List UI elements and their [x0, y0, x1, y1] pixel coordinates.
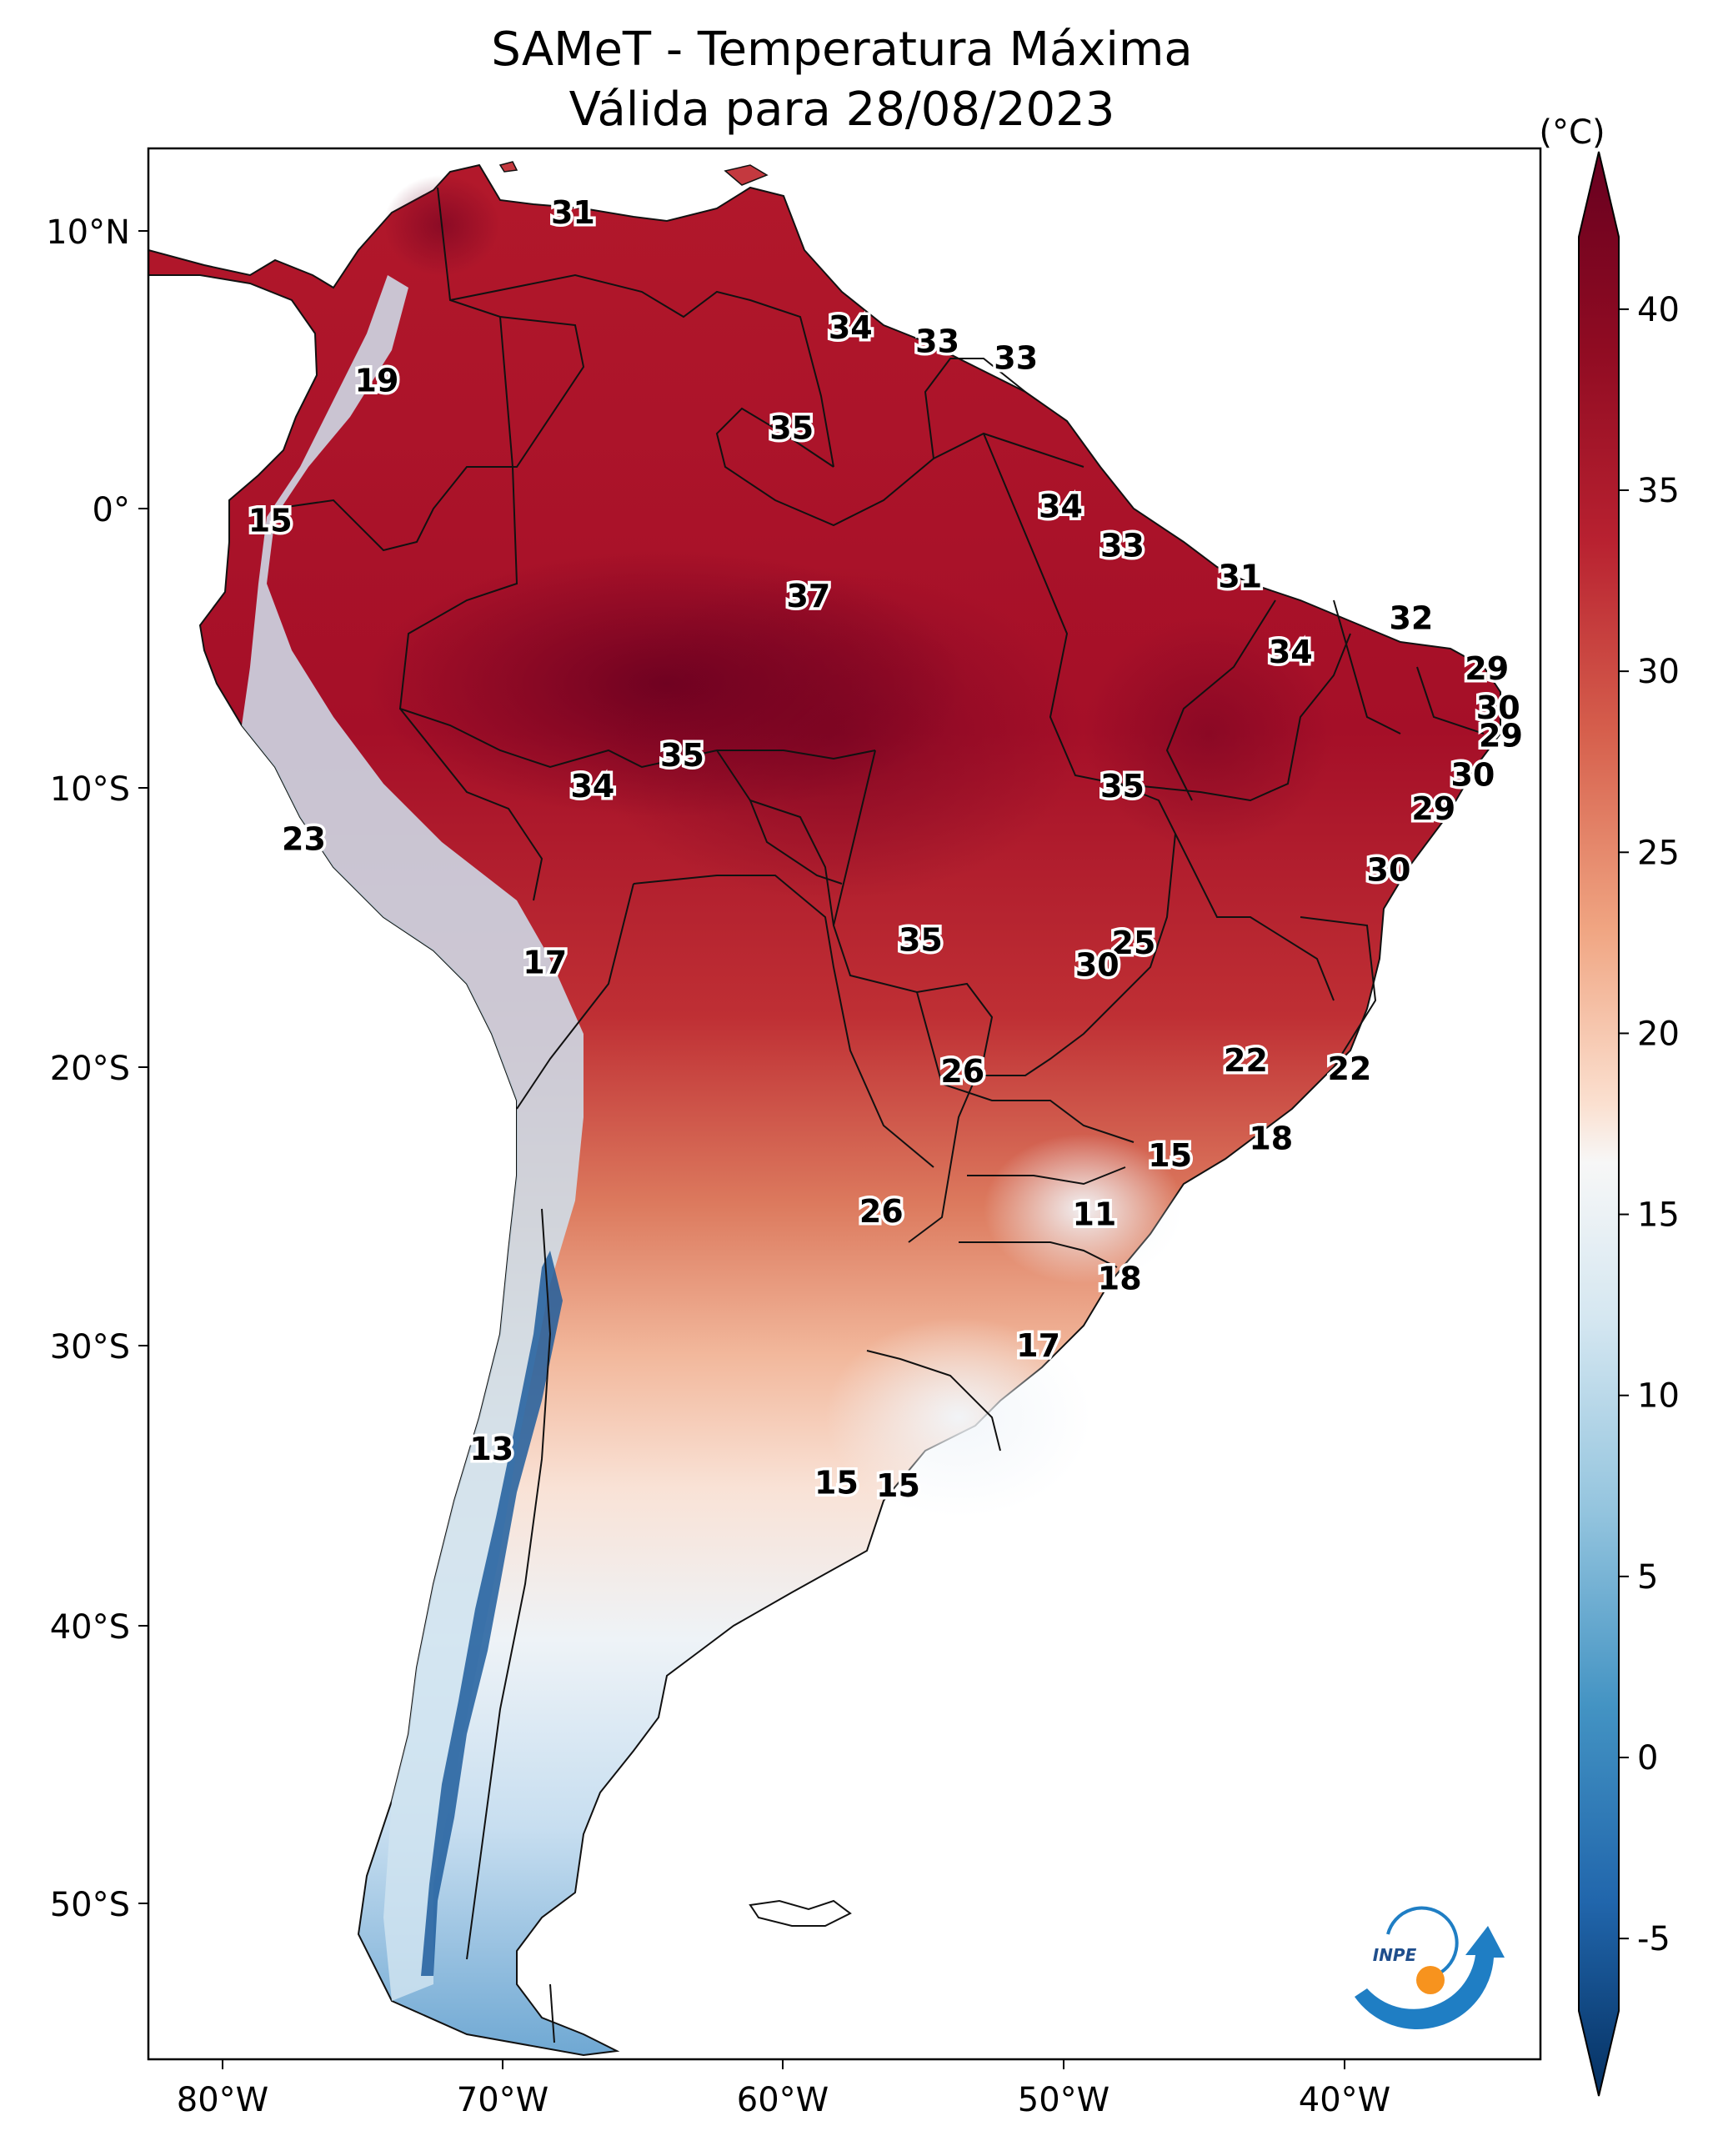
- lon-tick-70w: 70°W: [457, 2081, 548, 2119]
- inpe-logo-dot: [1416, 1966, 1445, 1994]
- colorbar-tick-label: 10: [1637, 1377, 1680, 1416]
- lat-tick-10s: 10°S: [50, 770, 130, 809]
- temperature-label: 34: [1269, 634, 1313, 670]
- temperature-label: 18: [1249, 1121, 1293, 1157]
- temperature-label: 29: [1465, 650, 1509, 687]
- colorbar-tick-label: 0: [1637, 1739, 1658, 1777]
- temperature-label: 37: [786, 578, 830, 614]
- temperature-label: 18: [1098, 1261, 1142, 1297]
- temperature-label: 22: [1327, 1050, 1371, 1087]
- temperature-label: 25: [1112, 925, 1156, 961]
- temperature-label: 22: [1224, 1042, 1268, 1079]
- temperature-label: 26: [859, 1193, 904, 1230]
- lat-tick-20s: 20°S: [50, 1050, 130, 1088]
- temperature-label: 35: [899, 922, 943, 959]
- temperature-label: 33: [915, 323, 959, 360]
- colorbar-tick-label: 20: [1637, 1015, 1680, 1053]
- colorbar-unit: (°C): [1539, 113, 1605, 152]
- lon-axis: 80°W 70°W 60°W 50°W 40°W: [177, 2059, 1390, 2119]
- colorbar: (°C) 40 35 30 25 20 15 10 5 0 -5: [1539, 113, 1680, 2097]
- temperature-label: 15: [876, 1467, 920, 1504]
- temperature-label: 30: [1450, 757, 1495, 794]
- temperature-label: 15: [248, 502, 293, 539]
- map-title-line1: SAMeT - Temperatura Máxima: [491, 23, 1193, 77]
- temperature-label: 17: [523, 944, 567, 980]
- temperature-label: 33: [1100, 528, 1144, 564]
- lon-tick-80w: 80°W: [177, 2081, 268, 2119]
- temperature-label: 34: [829, 309, 873, 346]
- temperature-label: 19: [355, 363, 399, 399]
- map-area: [148, 148, 1540, 2059]
- temperature-label: 31: [551, 194, 595, 231]
- lon-tick-40w: 40°W: [1299, 2081, 1390, 2119]
- colorbar-bar: [1578, 151, 1620, 2097]
- temperature-label: 13: [469, 1431, 513, 1467]
- andes-deep-cold: [421, 1251, 563, 1976]
- temperature-label: 35: [1100, 768, 1144, 805]
- temperature-label: 17: [1016, 1327, 1060, 1364]
- country-borders: [274, 187, 1485, 2043]
- lat-axis: 10°N 0° 10°S 20°S 30°S 40°S 50°S: [46, 213, 148, 1924]
- colorbar-tick-label: 30: [1637, 653, 1680, 691]
- colorbar-tick-label: 15: [1637, 1196, 1680, 1235]
- lat-tick-10n: 10°N: [46, 213, 130, 252]
- temperature-label: 30: [1367, 852, 1411, 889]
- colorbar-tick-label: 5: [1637, 1558, 1658, 1597]
- temperature-label: 34: [570, 768, 614, 805]
- lat-tick-50s: 50°S: [50, 1886, 130, 1924]
- falkland-islands: [749, 1899, 852, 1927]
- temperature-label: 32: [1389, 600, 1433, 637]
- temperature-label: 23: [282, 821, 326, 858]
- colorbar-tick-label: 35: [1637, 472, 1680, 510]
- colorbar-tick-label: 25: [1637, 834, 1680, 872]
- temperature-label: 29: [1411, 790, 1455, 827]
- lon-tick-50w: 50°W: [1018, 2081, 1109, 2119]
- map-frame: [147, 147, 1542, 2061]
- inpe-logo-arc: [1355, 1926, 1505, 2029]
- temperature-label: 26: [940, 1053, 984, 1090]
- temperature-label: 30: [1075, 947, 1119, 984]
- inpe-logo-text: INPE: [1373, 1945, 1417, 1965]
- temperature-label: 29: [1479, 718, 1523, 755]
- temperature-label: 34: [1039, 489, 1083, 525]
- lon-tick-60w: 60°W: [737, 2081, 829, 2119]
- temperature-label: 11: [1072, 1196, 1116, 1232]
- lat-tick-30s: 30°S: [50, 1328, 130, 1366]
- temperature-label: 30: [1476, 689, 1520, 726]
- temperature-label: 33: [994, 340, 1038, 377]
- temperature-label: 15: [814, 1464, 859, 1501]
- map-title-line2: Válida para 28/08/2023: [569, 83, 1115, 137]
- temperature-label: 35: [769, 410, 814, 447]
- caribbean-islands: [498, 161, 769, 186]
- lat-tick-40s: 40°S: [50, 1608, 130, 1647]
- colorbar-tick-label: 40: [1637, 291, 1680, 329]
- inpe-logo: INPE: [1355, 1906, 1505, 2029]
- colorbar-tick-label: -5: [1637, 1920, 1670, 1958]
- temperature-label: 31: [1218, 558, 1262, 594]
- temperature-label: 35: [660, 737, 704, 774]
- lat-tick-0: 0°: [93, 491, 130, 529]
- temperature-label: 15: [1148, 1137, 1192, 1174]
